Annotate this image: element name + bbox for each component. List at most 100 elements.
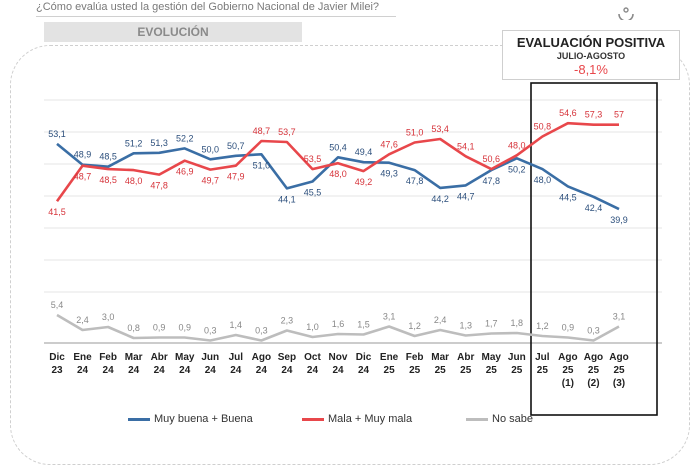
data-label: 2,4: [76, 315, 89, 325]
data-label: 44,2: [431, 194, 449, 204]
x-tick-label: 24: [205, 365, 217, 376]
data-label: 48,5: [99, 175, 117, 185]
series-lines: [55, 121, 620, 342]
data-label: 1,5: [357, 320, 370, 330]
x-tick-label: 24: [103, 365, 115, 376]
data-label: 45,5: [304, 187, 322, 197]
legend-positive-swatch: [128, 417, 150, 421]
series-line-1: [55, 121, 619, 202]
data-label: 41,5: [48, 207, 66, 217]
x-tick-label: 25: [511, 365, 523, 376]
data-label: 44,1: [278, 194, 296, 204]
data-label: 0,9: [562, 323, 575, 333]
data-label: 54,6: [559, 108, 577, 118]
data-label: 49,2: [355, 177, 373, 187]
data-label: 1,2: [408, 321, 421, 331]
x-tick-label: Nov: [329, 352, 348, 363]
x-tick-label: May: [482, 352, 502, 363]
data-label: 2,4: [434, 315, 447, 325]
data-label: 49,4: [355, 147, 373, 157]
data-label: 1,2: [536, 321, 549, 331]
data-label: 53,5: [304, 154, 322, 164]
x-tick-label: Sep: [278, 352, 296, 363]
x-tick-label: Ago: [609, 352, 628, 363]
x-tick-label: 25: [486, 365, 498, 376]
data-label: 53,1: [48, 129, 66, 139]
data-label: 49,7: [202, 176, 220, 186]
data-label: 48,0: [125, 176, 143, 186]
x-axis: Dic 23 Ene 24 Feb 24 Mar 24 Abr 24 May 24 Jun 24 Jul 24…: [49, 352, 629, 389]
data-label: 2,3: [281, 316, 294, 326]
question-underline: [36, 16, 396, 17]
data-label: 1,7: [485, 319, 498, 329]
legend-unknown-swatch: [466, 417, 488, 421]
data-label: 57,3: [585, 110, 603, 120]
legend-positive-label: Muy buena + Buena: [154, 413, 253, 425]
data-label: 50,6: [483, 154, 501, 164]
x-tick-label: Ago: [252, 352, 271, 363]
data-label: 47,8: [483, 176, 501, 186]
legend-unknown-label: No sabe: [492, 413, 533, 425]
data-label: 39,9: [610, 215, 628, 225]
data-label: 48,9: [74, 150, 92, 160]
x-tick-label: May: [175, 352, 195, 363]
x-tick-label: 25: [435, 365, 447, 376]
x-tick-label: 25: [562, 365, 574, 376]
evaluation-title: EVALUACIÓN POSITIVA: [516, 35, 666, 50]
evaluation-box: EVALUACIÓN POSITIVA JULIO-AGOSTO -8,1%: [502, 30, 680, 80]
legend-unknown: No sabe: [466, 413, 533, 425]
x-tick-label: 24: [307, 365, 319, 376]
data-label: 5,4: [51, 300, 64, 310]
evolution-tab[interactable]: EVOLUCIÓN: [44, 22, 302, 42]
x-tick-label: 24: [179, 365, 191, 376]
x-tick-label: 25: [409, 365, 421, 376]
data-label: 51,0: [406, 127, 424, 137]
legend-negative-swatch: [302, 417, 324, 421]
x-tick-label: Jun: [508, 352, 526, 363]
x-tick-label: 24: [230, 365, 242, 376]
x-tick-label: 24: [256, 365, 268, 376]
x-tick-label: Feb: [99, 352, 117, 363]
x-tick-label: 24: [77, 365, 89, 376]
data-label: 48,7: [253, 126, 271, 136]
legend-positive: Muy buena + Buena: [128, 413, 253, 425]
data-label: 0,9: [153, 323, 166, 333]
data-label: 50,4: [329, 142, 347, 152]
data-label: 50,0: [202, 144, 220, 154]
x-tick-label: (2): [587, 378, 599, 389]
x-tick-label: 25: [537, 365, 549, 376]
data-label: 1,6: [332, 319, 345, 329]
survey-question: ¿Cómo evalúa usted la gestión del Gobier…: [36, 1, 380, 13]
data-label: 1,4: [230, 320, 243, 330]
data-label: 46,9: [176, 167, 194, 177]
data-label: 54,1: [457, 141, 475, 151]
x-tick-label: 25: [384, 365, 396, 376]
x-tick-label: 24: [154, 365, 166, 376]
x-tick-label: Dic: [356, 352, 372, 363]
data-label: 3,1: [383, 312, 396, 322]
x-tick-label: 23: [51, 365, 63, 376]
data-label: 50,8: [534, 122, 552, 132]
data-label: 57: [614, 110, 624, 120]
x-tick-label: Jul: [535, 352, 550, 363]
highlight-box: [530, 82, 658, 416]
data-label: 50,2: [508, 164, 526, 174]
data-label: 47,8: [406, 176, 424, 186]
x-tick-label: Mar: [431, 352, 449, 363]
data-label: 48,7: [74, 172, 92, 182]
data-label: 0,3: [255, 326, 268, 336]
data-label: 44,5: [559, 192, 577, 202]
data-label: 53,7: [278, 127, 296, 137]
evaluation-value: -8,1%: [574, 62, 608, 77]
x-tick-label: Abr: [151, 352, 168, 363]
data-label: 44,7: [457, 191, 475, 201]
x-tick-label: Mar: [125, 352, 143, 363]
data-label: 48,0: [508, 140, 526, 150]
grid-lines: [44, 99, 662, 344]
data-label: 52,2: [176, 133, 194, 143]
data-label: 53,4: [431, 124, 449, 134]
x-tick-label: Jul: [229, 352, 244, 363]
x-tick-label: Ago: [558, 352, 577, 363]
data-label: 0,3: [204, 326, 217, 336]
x-tick-label: 24: [332, 365, 344, 376]
